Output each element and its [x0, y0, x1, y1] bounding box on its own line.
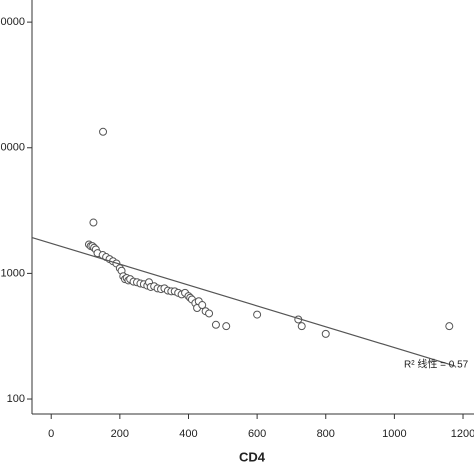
point — [89, 218, 98, 227]
point — [222, 322, 231, 331]
point — [198, 301, 207, 310]
x-tick-label: 200 — [111, 428, 129, 440]
fit-line — [31, 236, 456, 367]
point — [445, 322, 454, 331]
x-tick-label: 400 — [179, 428, 197, 440]
point — [253, 310, 262, 319]
point — [297, 322, 306, 331]
x-tick-label: 1000 — [382, 428, 406, 440]
point — [321, 329, 330, 338]
x-tick-label: 1200 — [451, 428, 474, 440]
y-tick-label: 1000 — [1, 267, 25, 279]
x-tick-label: 0 — [48, 428, 54, 440]
point — [99, 127, 108, 136]
x-axis-label: CD4 — [239, 449, 266, 464]
x-tick-label: 800 — [317, 428, 335, 440]
x-tick-label: 600 — [248, 428, 266, 440]
point — [211, 320, 220, 329]
annotation: R² 线性 = 0.57 — [404, 358, 469, 371]
point — [205, 309, 214, 318]
y-tick-label: 100 — [7, 393, 25, 405]
